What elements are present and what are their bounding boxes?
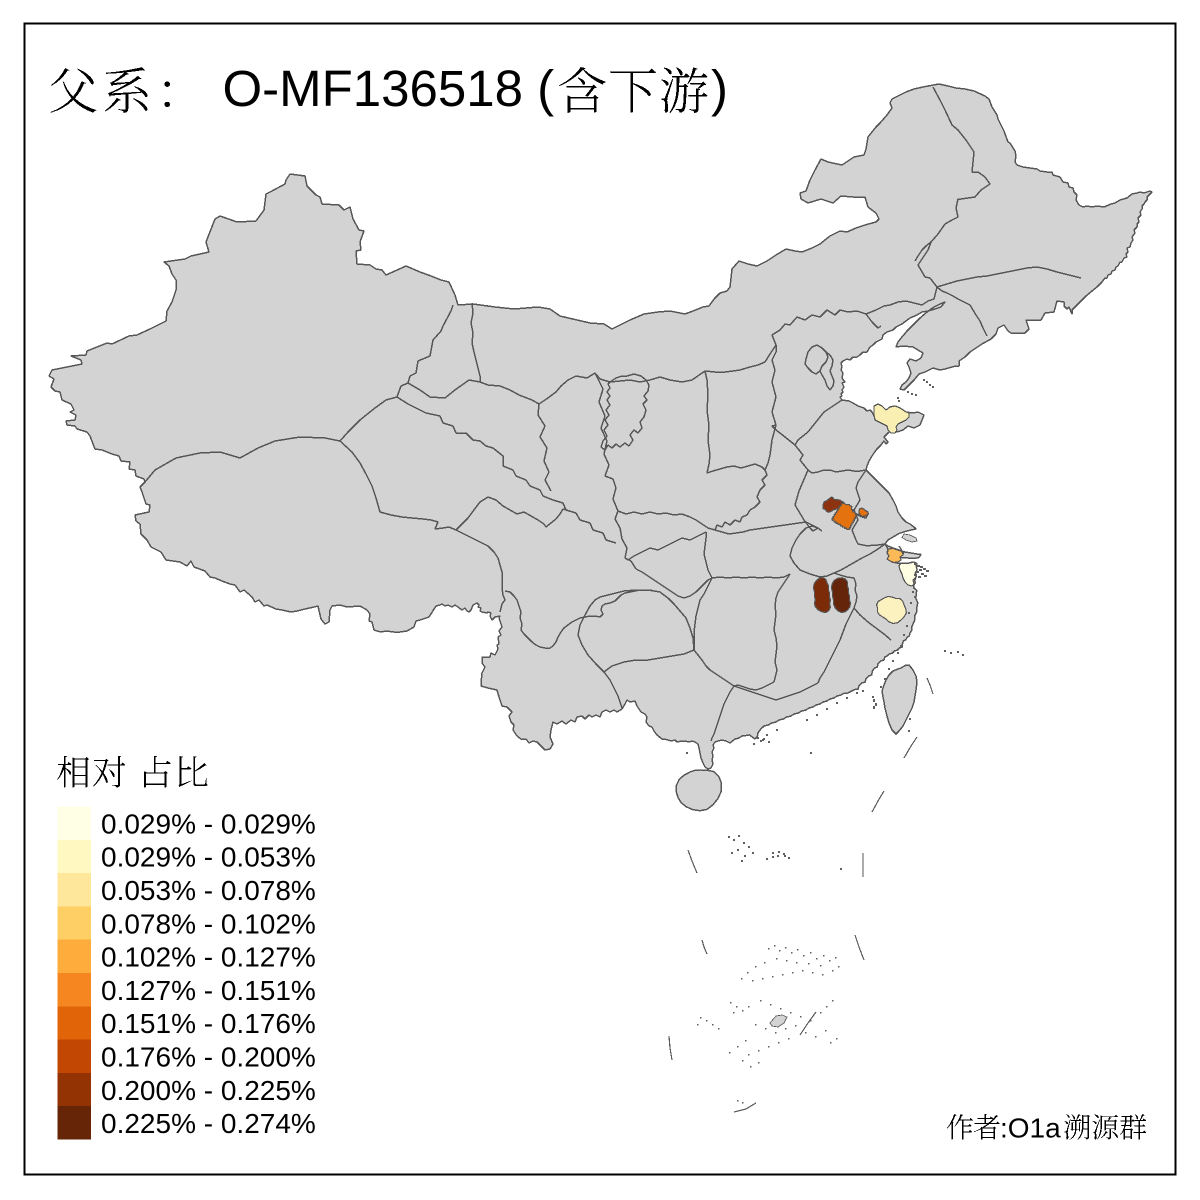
svg-text:): ) (711, 60, 728, 117)
svg-text:0.029% - 0.029%: 0.029% - 0.029% (101, 808, 316, 839)
svg-text:0.102% - 0.127%: 0.102% - 0.127% (101, 942, 316, 973)
svg-text:0.127% - 0.151%: 0.127% - 0.151% (101, 975, 316, 1006)
svg-text:0.078% - 0.102%: 0.078% - 0.102% (101, 908, 316, 939)
svg-text:0.225% - 0.274%: 0.225% - 0.274% (101, 1108, 316, 1139)
svg-text:0.176% - 0.200%: 0.176% - 0.200% (101, 1042, 316, 1073)
svg-text:0.200% - 0.225%: 0.200% - 0.225% (101, 1075, 316, 1106)
svg-text::O1a: :O1a (1000, 1113, 1061, 1144)
svg-text:0.053% - 0.078%: 0.053% - 0.078% (101, 875, 316, 906)
svg-text:O-MF136518 (: O-MF136518 ( (223, 60, 555, 117)
svg-text:0.029% - 0.053%: 0.029% - 0.053% (101, 842, 316, 873)
svg-text:0.151% - 0.176%: 0.151% - 0.176% (101, 1008, 316, 1039)
